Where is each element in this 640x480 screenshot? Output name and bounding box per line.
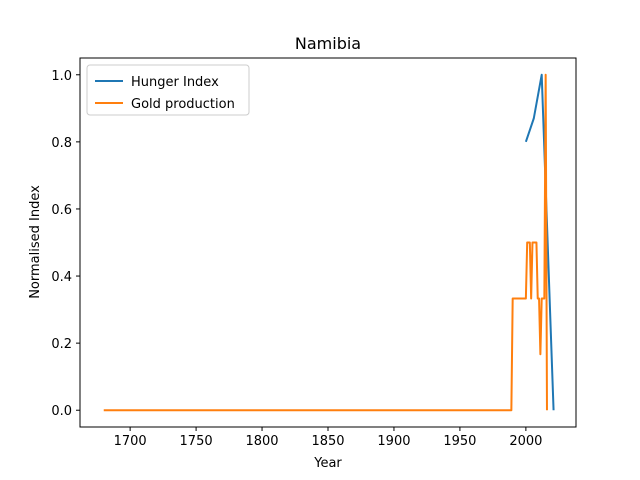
- y-tick-label: 0.6: [51, 203, 72, 218]
- x-tick-label: 1700: [114, 434, 147, 449]
- series-line-gold-production: [103, 73, 548, 412]
- y-tick-label: 1.0: [51, 69, 72, 84]
- plot-area: 1700 1750 1800 1850 1900 1950 2000 0.0 0.2 0.4 0.6…: [51, 57, 577, 449]
- legend-entry: Gold production: [131, 97, 235, 112]
- y-tick-label: 0.2: [51, 337, 72, 352]
- chart-title: Namibia: [295, 34, 361, 53]
- y-axis-label: Normalised Index: [28, 185, 43, 299]
- y-tick-label: 0.8: [51, 136, 72, 151]
- x-tick-label: 1850: [311, 434, 344, 449]
- x-tick-label: 2000: [509, 434, 542, 449]
- x-tick-label: 1750: [180, 434, 213, 449]
- x-axis-label: Year: [313, 456, 342, 471]
- series-line-hunger-index: [524, 73, 555, 411]
- y-tick-label: 0.4: [51, 270, 72, 285]
- legend-box: [86, 64, 250, 116]
- x-tick-label: 1900: [377, 434, 410, 449]
- legend-entry: Hunger Index: [131, 75, 219, 90]
- x-tick-label: 1800: [245, 434, 278, 449]
- y-tick-label: 0.0: [51, 404, 72, 419]
- x-tick-label: 1950: [443, 434, 476, 449]
